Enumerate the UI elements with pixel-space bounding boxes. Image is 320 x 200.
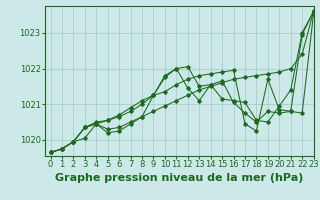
X-axis label: Graphe pression niveau de la mer (hPa): Graphe pression niveau de la mer (hPa) (55, 173, 303, 183)
